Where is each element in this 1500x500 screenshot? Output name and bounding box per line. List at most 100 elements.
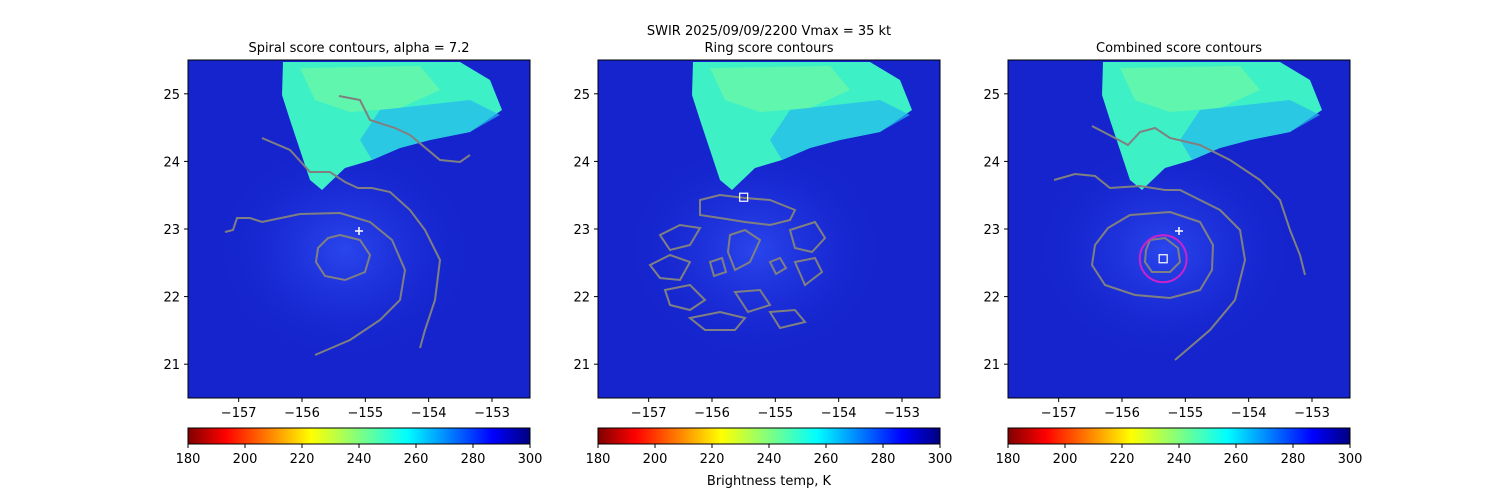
estimated-center-square-marker [739, 192, 749, 202]
colorbar-tick-label: 280 [1281, 452, 1306, 467]
colorbar-tick-label: 280 [871, 452, 896, 467]
x-tick-label: −156 [694, 406, 730, 421]
panel-ring: Ring score contours −157 −156 −155 −154 −153 [573, 41, 941, 421]
cold-cloud-core [300, 66, 440, 112]
ring-contour [788, 220, 827, 254]
satellite-image [598, 60, 940, 398]
colorbar-tick-label: 220 [1110, 452, 1135, 467]
ring-contour [726, 228, 762, 272]
ring-contour [733, 288, 772, 314]
cloud-edge-texture [770, 100, 910, 160]
x-tick-label: −156 [284, 406, 320, 421]
y-tick-label: 23 [163, 223, 180, 238]
markers [1138, 227, 1188, 284]
colorbar-tick-label: 200 [1053, 452, 1078, 467]
x-tick-label: −153 [1294, 406, 1330, 421]
x-tick-label: −155 [347, 406, 383, 421]
y-tick-label: 22 [573, 291, 590, 306]
y-tick-label: 21 [983, 358, 1000, 373]
x-tick-label: −156 [1104, 406, 1140, 421]
colorbar-tick-label: 200 [233, 452, 258, 467]
y-tick-label: 23 [983, 223, 1000, 238]
colorbar-tick-label: 260 [814, 452, 839, 467]
contour-overlay [1053, 125, 1306, 361]
colorbar-tick-label: 220 [700, 452, 725, 467]
colorbar-tick-label: 180 [996, 452, 1021, 467]
y-tick-label: 24 [163, 155, 180, 170]
ring-contour [699, 193, 797, 227]
y-tick-label: 25 [983, 88, 1000, 103]
x-axis: −157 −156 −155 −154 −153 [631, 398, 920, 421]
cloud-edge-texture [1180, 100, 1320, 160]
y-tick-label: 21 [573, 358, 590, 373]
colorbar-tick-label: 180 [176, 452, 201, 467]
colorbar-tick-label: 240 [1167, 452, 1192, 467]
best-track-plus-marker [1175, 227, 1183, 236]
colorbar-tick-label: 260 [1224, 452, 1249, 467]
colorbar-0: 180 200 220 240 260 280 300 [176, 427, 543, 467]
colorbar-tick-label: 300 [928, 452, 953, 467]
combined-contour [1091, 125, 1306, 276]
combined-contour [1143, 236, 1182, 273]
y-tick-label: 24 [983, 155, 1000, 170]
colorbar-2: 180 200 220 240 260 280 300 [996, 427, 1363, 467]
x-tick-label: −153 [474, 406, 510, 421]
satellite-image [1008, 60, 1350, 398]
x-axis: −157 −156 −155 −154 −153 [221, 398, 510, 421]
panel-title: Ring score contours [704, 41, 833, 56]
y-tick-label: 23 [573, 223, 590, 238]
spiral-contour [261, 137, 442, 349]
y-tick-label: 25 [573, 88, 590, 103]
y-tick-label: 21 [163, 358, 180, 373]
x-tick-label: −157 [221, 406, 257, 421]
spiral-contour [338, 95, 471, 164]
colorbar-tick-label: 240 [757, 452, 782, 467]
colorbar-gradient [187, 427, 531, 445]
colorbar-tick-label: 300 [1338, 452, 1363, 467]
x-tick-label: −157 [1041, 406, 1077, 421]
y-tick-label: 25 [163, 88, 180, 103]
x-tick-label: −157 [631, 406, 667, 421]
ring-contour [768, 256, 788, 276]
y-axis: 21 22 23 24 25 [573, 88, 598, 373]
storm-region [1035, 140, 1295, 360]
colorbar-gradient [597, 427, 941, 445]
y-tick-label: 22 [983, 291, 1000, 306]
ring-contour [648, 253, 692, 282]
y-axis: 21 22 23 24 25 [983, 88, 1008, 373]
colorbar-tick-label: 220 [290, 452, 315, 467]
center-uncertainty-ring [1138, 234, 1188, 284]
panel-title: Combined score contours [1096, 41, 1262, 56]
ring-contour [663, 283, 707, 312]
colorbar-tick-label: 300 [518, 452, 543, 467]
cold-cloud-core [710, 66, 850, 112]
ring-contour [687, 310, 747, 331]
panel-title: Spiral score contours, alpha = 7.2 [248, 41, 469, 56]
combined-contour [1090, 210, 1215, 300]
colorbar-tick-label: 280 [461, 452, 486, 467]
colorbar-1: 180 200 220 240 260 280 300 [586, 427, 953, 467]
markers [739, 192, 749, 202]
ring-contour [793, 256, 824, 287]
y-tick-label: 24 [573, 155, 590, 170]
contour-overlay [224, 95, 471, 356]
spiral-contour [224, 211, 407, 356]
colorbar-tick-label: 240 [347, 452, 372, 467]
panel-combined: Combined score contours −157 −156 −155 −154… [983, 41, 1351, 421]
x-tick-label: −155 [757, 406, 793, 421]
best-track-plus-marker [355, 227, 363, 236]
y-axis: 21 22 23 24 25 [163, 88, 188, 373]
storm-region [215, 140, 475, 360]
spiral-contour [314, 233, 372, 282]
ring-contour [768, 308, 807, 330]
colorbar-gradient [1007, 427, 1351, 445]
markers [355, 227, 363, 236]
x-axis: −157 −156 −155 −154 −153 [1041, 398, 1330, 421]
colorbar-label: Brightness temp, K [707, 474, 832, 489]
cloud-edge-texture [360, 100, 500, 160]
cold-cloud-core [1120, 66, 1260, 112]
colorbar-tick-label: 200 [643, 452, 668, 467]
x-tick-label: −154 [1231, 406, 1267, 421]
estimated-center-square-marker [1158, 254, 1168, 264]
